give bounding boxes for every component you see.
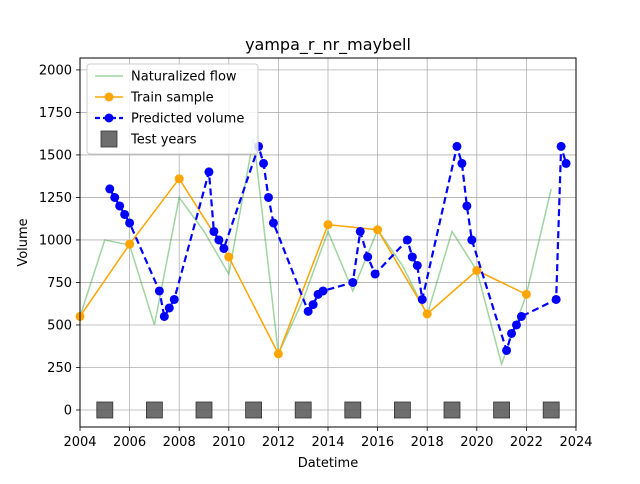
predicted-volume-point (412, 260, 422, 270)
legend-swatch-test (100, 130, 118, 148)
test-year-marker (344, 401, 362, 419)
legend-label: Train sample (130, 91, 214, 106)
predicted-volume-point (125, 218, 135, 228)
y-tick-label: 750 (47, 276, 72, 291)
test-year-marker (542, 401, 560, 419)
predicted-volume-point (120, 209, 130, 219)
tick-layer: 2004 2006 2008 2010 2012 2014 2016 2018 2020 2022… (39, 63, 593, 450)
train-sample-point (323, 220, 333, 230)
predicted-volume-point (502, 345, 512, 355)
predicted-volume-point (105, 184, 115, 194)
y-tick-label: 1750 (39, 106, 72, 121)
x-tick-label: 2022 (510, 435, 543, 450)
predicted-volume-point (348, 277, 358, 287)
x-tick-label: 2024 (559, 435, 592, 450)
predicted-volume-point (259, 158, 269, 168)
train-sample-point (472, 266, 482, 276)
predicted-volume-point (452, 141, 462, 151)
legend-label: Predicted volume (131, 112, 244, 127)
x-tick-label: 2004 (63, 435, 96, 450)
predicted-volume-point (556, 141, 566, 151)
y-tick-label: 1500 (39, 148, 72, 163)
predicted-volume-point (159, 311, 169, 321)
test-year-marker (145, 401, 163, 419)
legend-marker-train (104, 92, 114, 102)
train-sample-point (273, 349, 283, 359)
naturalized-flow-line (79, 137, 552, 367)
x-tick-label: 2008 (163, 435, 196, 450)
predicted-volume-point (402, 235, 412, 245)
predicted-volume-point (417, 294, 427, 304)
legend: Naturalized flow Train sample Predicted vo… (86, 63, 259, 155)
predicted-volume-point (407, 252, 417, 262)
y-tick-label: 500 (47, 318, 72, 333)
train-sample-line (79, 177, 527, 356)
test-year-marker (96, 401, 114, 419)
predicted-volume-point (355, 226, 365, 236)
train-sample-point (422, 309, 432, 319)
test-year-marker (393, 401, 411, 419)
train-sample-point (125, 239, 135, 249)
series-layer (75, 137, 571, 419)
predicted-volume-point (263, 192, 273, 202)
test-year-marker (443, 401, 461, 419)
predicted-volume-point (164, 303, 174, 313)
legend-marker-predicted (104, 113, 114, 123)
test-year-marker (294, 401, 312, 419)
test-year-marker (195, 401, 213, 419)
predicted-volume-point (363, 252, 373, 262)
predicted-volume-point (462, 201, 472, 211)
y-tick-label: 250 (47, 361, 72, 376)
test-year-marker (245, 401, 263, 419)
x-tick-label: 2014 (311, 435, 344, 450)
y-tick-label: 1250 (39, 191, 72, 206)
predicted-volume-point (308, 300, 318, 310)
predicted-volume-point (219, 243, 229, 253)
x-tick-label: 2012 (262, 435, 295, 450)
predicted-volume-point (561, 158, 571, 168)
predicted-volume-point (467, 235, 477, 245)
x-tick-label: 2006 (113, 435, 146, 450)
predicted-volume-point (318, 286, 328, 296)
predicted-volume-point (516, 311, 526, 321)
legend-box (86, 63, 259, 155)
x-tick-label: 2016 (361, 435, 394, 450)
predicted-volume-point (511, 320, 521, 330)
train-sample-point (174, 174, 184, 184)
predicted-volume-point (209, 226, 219, 236)
y-axis-label: Volume (16, 218, 31, 266)
test-year-marker (493, 401, 511, 419)
legend-label: Test years (130, 133, 197, 148)
y-tick-label: 1000 (39, 233, 72, 248)
predicted-volume-point (115, 201, 125, 211)
train-sample-point (224, 252, 234, 262)
x-tick-label: 2010 (212, 435, 245, 450)
x-tick-label: 2020 (460, 435, 493, 450)
predicted-volume-point (457, 158, 467, 168)
y-tick-label: 2000 (39, 63, 72, 78)
y-tick-label: 0 (64, 403, 72, 418)
chart-title: yampa_r_nr_maybell (245, 35, 411, 55)
x-tick-label: 2018 (411, 435, 444, 450)
predicted-volume-point (551, 294, 561, 304)
x-axis-label: Datetime (298, 456, 358, 471)
predicted-volume-point (110, 192, 120, 202)
predicted-volume-point (204, 167, 214, 177)
legend-label: Naturalized flow (131, 70, 237, 85)
predicted-volume-point (303, 306, 313, 316)
predicted-volume-point (507, 328, 517, 338)
predicted-volume-point (370, 269, 380, 279)
predicted-volume-point (268, 218, 278, 228)
train-sample-point (521, 289, 531, 299)
train-sample-point (373, 225, 383, 235)
predicted-volume-point (154, 286, 164, 296)
predicted-volume-point (169, 294, 179, 304)
predicted-volume-point (214, 235, 224, 245)
